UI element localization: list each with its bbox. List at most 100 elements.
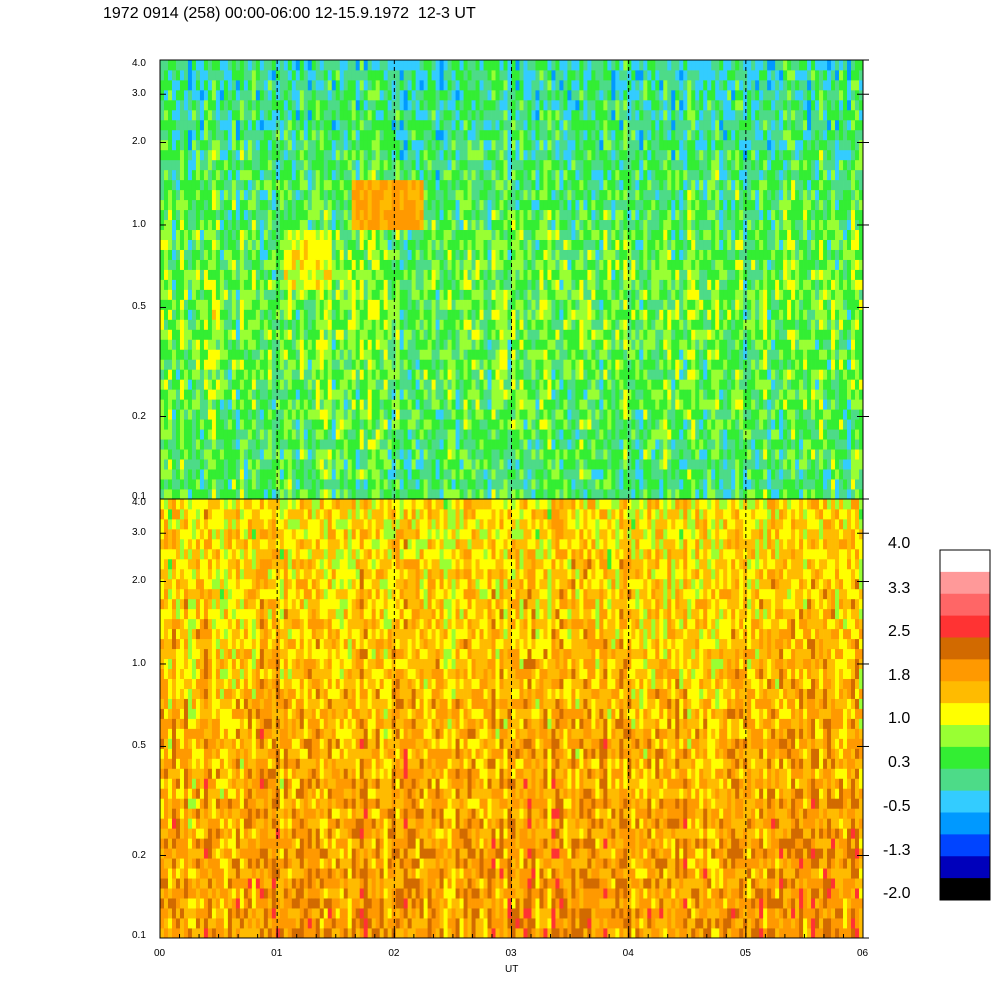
heatmap-cell (235, 99, 241, 111)
heatmap-cell (395, 349, 401, 360)
heatmap-cell (355, 259, 361, 270)
heatmap-cell (160, 109, 165, 121)
heatmap-cell (423, 189, 429, 201)
heatmap-cell (611, 449, 616, 460)
heatmap-cell (607, 109, 612, 121)
heatmap-cell (511, 209, 516, 221)
heatmap-cell (379, 89, 385, 101)
heatmap-cell (463, 239, 468, 250)
heatmap-cell (295, 289, 301, 300)
heatmap-cell (207, 429, 213, 440)
heatmap-cell (539, 369, 544, 380)
heatmap-cell (399, 419, 405, 430)
heatmap-cell (451, 109, 456, 121)
heatmap-cell (223, 369, 229, 380)
heatmap-cell (223, 139, 229, 151)
heatmap-cell (583, 339, 588, 350)
heatmap-cell (319, 299, 325, 310)
heatmap-cell (179, 199, 185, 211)
heatmap-cell (503, 369, 508, 380)
heatmap-cell (507, 149, 512, 161)
heatmap-cell (603, 389, 608, 400)
heatmap-cell (303, 409, 309, 420)
heatmap-cell (247, 89, 253, 101)
heatmap-cell (160, 189, 165, 201)
heatmap-cell (315, 269, 321, 280)
heatmap-cell (335, 239, 341, 250)
heatmap-cell (259, 99, 265, 111)
heatmap-cell (359, 169, 365, 181)
heatmap-cell (395, 259, 401, 270)
heatmap-cell (195, 199, 201, 211)
heatmap-cell (523, 389, 528, 400)
heatmap-cell (371, 89, 377, 101)
heatmap-cell (283, 389, 289, 400)
heatmap-cell (279, 189, 285, 201)
heatmap-cell (587, 99, 592, 111)
heatmap-cell (567, 459, 572, 470)
heatmap-cell (331, 99, 337, 111)
heatmap-cell (487, 469, 492, 480)
heatmap-cell (267, 199, 273, 211)
heatmap-cell (471, 199, 476, 211)
heatmap-cell (587, 139, 592, 151)
heatmap-cell (379, 189, 385, 201)
heatmap-cell (355, 69, 361, 81)
heatmap-cell (259, 109, 265, 121)
heatmap-cell (399, 119, 405, 131)
heatmap-cell (271, 169, 277, 181)
heatmap-cell (227, 369, 233, 380)
heatmap-cell (595, 319, 600, 330)
heatmap-cell (211, 289, 217, 300)
heatmap-cell (467, 149, 472, 161)
heatmap-cell (259, 159, 265, 171)
heatmap-cell (375, 89, 381, 101)
heatmap-cell (535, 429, 540, 440)
heatmap-cell (307, 319, 313, 330)
heatmap-cell (219, 349, 225, 360)
heatmap-cell (287, 279, 293, 290)
heatmap-cell (595, 209, 600, 221)
heatmap-cell (283, 109, 289, 121)
heatmap-cell (447, 69, 452, 81)
heatmap-cell (567, 149, 572, 161)
heatmap-cell (599, 189, 604, 201)
heatmap-cell (419, 269, 425, 280)
heatmap-cell (583, 69, 588, 81)
heatmap-cell (215, 309, 221, 320)
heatmap-cell (199, 449, 205, 460)
heatmap-cell (243, 459, 249, 470)
heatmap-cell (259, 229, 265, 240)
heatmap-cell (427, 99, 433, 111)
heatmap-cell (487, 359, 492, 370)
heatmap-cell (283, 309, 289, 320)
heatmap-cell (367, 419, 373, 430)
heatmap-cell (439, 419, 444, 430)
heatmap-cell (351, 60, 357, 71)
heatmap-cell (531, 369, 536, 380)
heatmap-cell (263, 79, 269, 91)
heatmap-cell (515, 79, 520, 91)
heatmap-cell (187, 60, 193, 71)
heatmap-cell (383, 439, 389, 450)
heatmap-cell (351, 69, 357, 81)
heatmap-cell (383, 269, 389, 280)
heatmap-cell (275, 219, 281, 231)
heatmap-cell (463, 169, 468, 181)
heatmap-cell (371, 69, 377, 81)
heatmap-cell (307, 339, 313, 350)
heatmap-cell (591, 319, 596, 330)
heatmap-cell (563, 489, 568, 500)
heatmap-cell (399, 399, 405, 410)
heatmap-cell (419, 229, 425, 240)
heatmap-cell (183, 419, 189, 430)
heatmap-cell (255, 149, 261, 161)
heatmap-cell (331, 279, 337, 290)
heatmap-cell (223, 189, 229, 201)
heatmap-cell (359, 309, 365, 320)
heatmap-cell (551, 419, 556, 430)
heatmap-cell (411, 449, 417, 460)
heatmap-cell (547, 449, 552, 460)
heatmap-cell (367, 179, 373, 191)
heatmap-cell (363, 129, 369, 141)
